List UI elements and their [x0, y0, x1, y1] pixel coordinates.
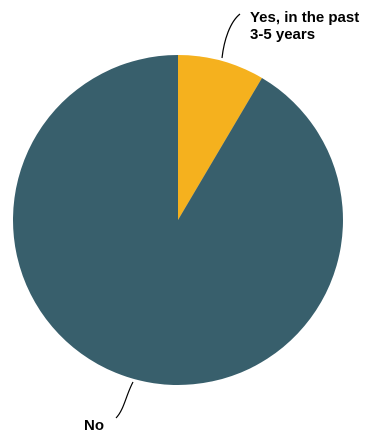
- leader-lines: [115, 13, 241, 419]
- slice-label-yes-line-2: 3-5 years: [250, 26, 315, 43]
- slice-label-yes: Yes, in the past 3-5 years: [250, 9, 363, 43]
- slice-label-no: No: [84, 417, 104, 434]
- slice-label-yes-line-1: Yes, in the past: [250, 9, 359, 26]
- slice-labels: Yes, in the past 3-5 years No: [84, 9, 363, 434]
- leader-line-yes: [221, 13, 241, 59]
- pie-slices: [12, 55, 343, 386]
- pie-slice-no: [12, 55, 343, 386]
- pie-slice-yes: [178, 55, 262, 220]
- leader-line-no: [115, 381, 134, 419]
- slice-label-no-line-1: No: [84, 417, 104, 434]
